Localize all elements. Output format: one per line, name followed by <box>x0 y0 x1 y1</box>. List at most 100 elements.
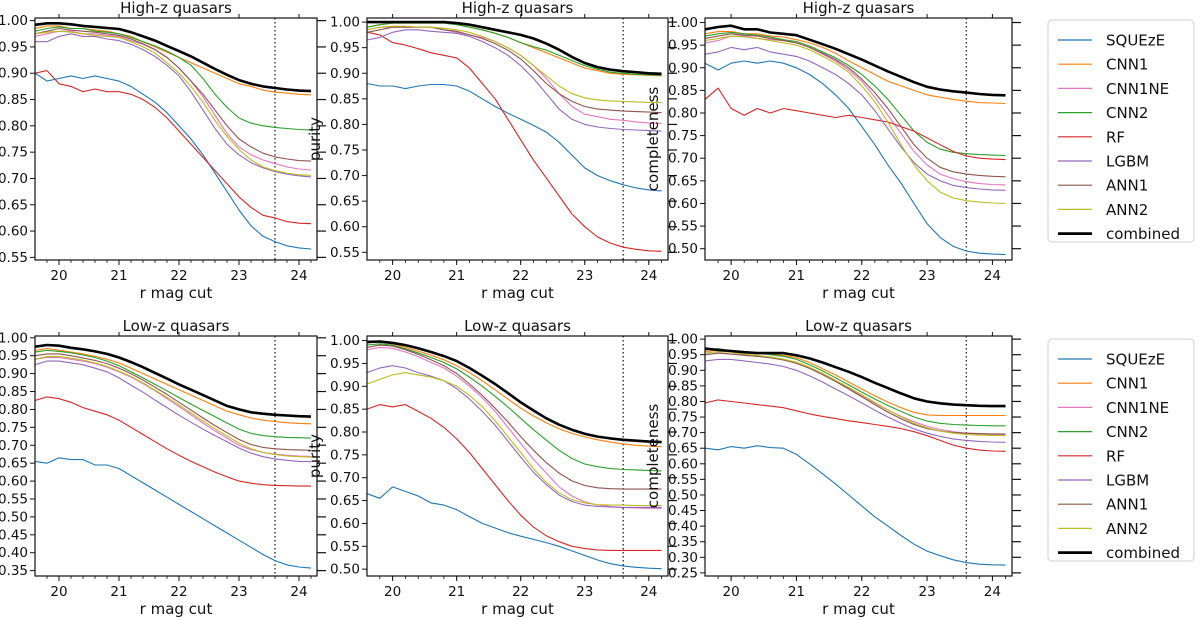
legend-label-cnn2: CNN2 <box>1106 423 1148 441</box>
y-tick-label: 0.70 <box>0 438 28 454</box>
series-line-rf <box>367 404 662 551</box>
y-tick-label: 0.55 <box>668 472 698 488</box>
y-tick-label: 1.00 <box>330 333 360 349</box>
y-tick-label: 0.80 <box>330 117 360 133</box>
series-line-squeze <box>705 445 1006 566</box>
y-tick-label: 0.65 <box>668 173 698 189</box>
x-tick-label: 24 <box>290 584 307 600</box>
series-group <box>705 24 1006 256</box>
panel-3: High-z quasars 20 21 22 23 24 0.50 0.55 0.60 0.65… <box>644 0 1021 302</box>
series-group <box>35 21 312 250</box>
series-line-squeze <box>35 72 312 250</box>
y-tick-label: 0.90 <box>0 66 28 82</box>
x-axis-label: r mag cut <box>140 600 213 618</box>
y-tick-label: 0.55 <box>0 250 28 266</box>
series-line-cnn1ne <box>367 346 662 509</box>
y-tick-label: 0.70 <box>668 151 698 167</box>
y-tick-label: 0.85 <box>0 384 28 400</box>
legend-label-ann1: ANN1 <box>1106 177 1148 195</box>
panel-title: High-z quasars <box>803 0 915 17</box>
x-axis-label: r mag cut <box>140 284 213 302</box>
y-tick-label: 1.00 <box>0 13 28 29</box>
axes-frame <box>366 335 669 577</box>
y-tick-label: 0.75 <box>0 420 28 436</box>
x-tick-label: 20 <box>723 584 740 600</box>
legend-label-cnn1: CNN1 <box>1106 56 1148 74</box>
legend-label-cnn1ne: CNN1NE <box>1106 399 1169 417</box>
axes-frame <box>34 335 318 577</box>
series-line-rf <box>367 31 662 252</box>
y-tick-label: 0.50 <box>668 487 698 503</box>
series-line-cnn2 <box>705 31 1006 157</box>
series-line-squeze <box>367 82 662 192</box>
series-line-ann2 <box>35 355 312 458</box>
y-tick-label: 0.60 <box>330 516 360 532</box>
y-tick-label: 0.25 <box>668 565 698 581</box>
legend-label-combined: combined <box>1106 544 1180 562</box>
series-line-ann2 <box>367 372 662 507</box>
x-axis-label: r mag cut <box>481 600 554 618</box>
series-group <box>367 340 662 570</box>
y-tick-label: 0.80 <box>330 425 360 441</box>
series-line-cnn2 <box>35 26 312 131</box>
y-tick-label: 0.90 <box>668 60 698 76</box>
y-tick-label: 1.00 <box>668 332 698 348</box>
panel-title: High-z quasars <box>462 0 574 17</box>
legend-label-squeze: SQUEzE <box>1106 32 1165 50</box>
x-tick-label: 23 <box>918 584 935 600</box>
series-line-squeze <box>367 486 662 570</box>
axes-frame <box>704 335 1013 577</box>
x-tick-label: 23 <box>918 268 935 284</box>
series-line-rf <box>705 87 1006 161</box>
series-line-cnn1 <box>35 25 312 96</box>
series-line-cnn1ne <box>35 356 312 457</box>
series-line-combined <box>705 347 1006 408</box>
y-tick-label: 0.60 <box>330 219 360 235</box>
series-line-ann2 <box>705 351 1006 437</box>
panel-2: High-z quasars 20 21 22 23 24 0.55 0.60 0.65 0.70… <box>306 0 677 302</box>
y-tick-label: 0.70 <box>668 425 698 441</box>
x-tick-label: 20 <box>723 268 740 284</box>
x-tick-label: 20 <box>50 268 67 284</box>
x-tick-label: 23 <box>230 268 247 284</box>
y-tick-label: 0.70 <box>330 470 360 486</box>
legend-label-combined: combined <box>1106 225 1180 243</box>
x-axis-label: r mag cut <box>481 284 554 302</box>
series-line-cnn2 <box>705 347 1006 427</box>
x-tick-label: 21 <box>788 584 805 600</box>
legend-bottom: SQUEzE CNN1 CNN1NE CNN2 RF LGBM ANN1 ANN2 combin… <box>1047 338 1195 562</box>
x-tick-label: 20 <box>50 584 67 600</box>
series-line-rf <box>35 396 311 487</box>
x-tick-label: 24 <box>640 268 657 284</box>
panel-1: High-z quasars 20 21 22 23 24 0.55 0.60 0.65 0.70… <box>0 0 326 302</box>
y-tick-label: 0.85 <box>668 378 698 394</box>
legend-label-squeze: SQUEzE <box>1106 351 1165 369</box>
series-line-ann2 <box>35 30 312 176</box>
series-line-cnn1 <box>705 31 1006 105</box>
series-group <box>367 20 662 252</box>
y-tick-label: 1.00 <box>668 15 698 31</box>
axes-frame <box>34 17 318 261</box>
legend-box <box>1047 19 1195 243</box>
x-tick-label: 21 <box>448 268 465 284</box>
y-tick-label: 0.70 <box>330 168 360 184</box>
x-tick-label: 23 <box>576 584 593 600</box>
series-line-combined <box>35 343 312 418</box>
legend-label-ann1: ANN1 <box>1106 496 1148 514</box>
series-line-combined <box>367 340 662 444</box>
series-line-cnn1ne <box>35 30 312 171</box>
x-tick-label: 21 <box>448 584 465 600</box>
legend-label-cnn1: CNN1 <box>1106 375 1148 393</box>
series-line-cnn2 <box>35 349 312 439</box>
y-tick-label: 0.75 <box>668 410 698 426</box>
x-tick-label: 20 <box>384 584 401 600</box>
y-tick-label: 0.85 <box>330 91 360 107</box>
series-line-lgbm <box>705 358 1006 443</box>
legend-top: SQUEzE CNN1 CNN1NE CNN2 RF LGBM ANN1 ANN2 combin… <box>1047 19 1195 243</box>
y-tick-label: 0.80 <box>668 105 698 121</box>
y-tick-label: 0.45 <box>0 527 28 543</box>
series-line-combined <box>367 20 662 76</box>
series-group <box>35 343 312 569</box>
y-tick-label: 0.40 <box>0 545 28 561</box>
y-tick-label: 0.95 <box>668 38 698 54</box>
